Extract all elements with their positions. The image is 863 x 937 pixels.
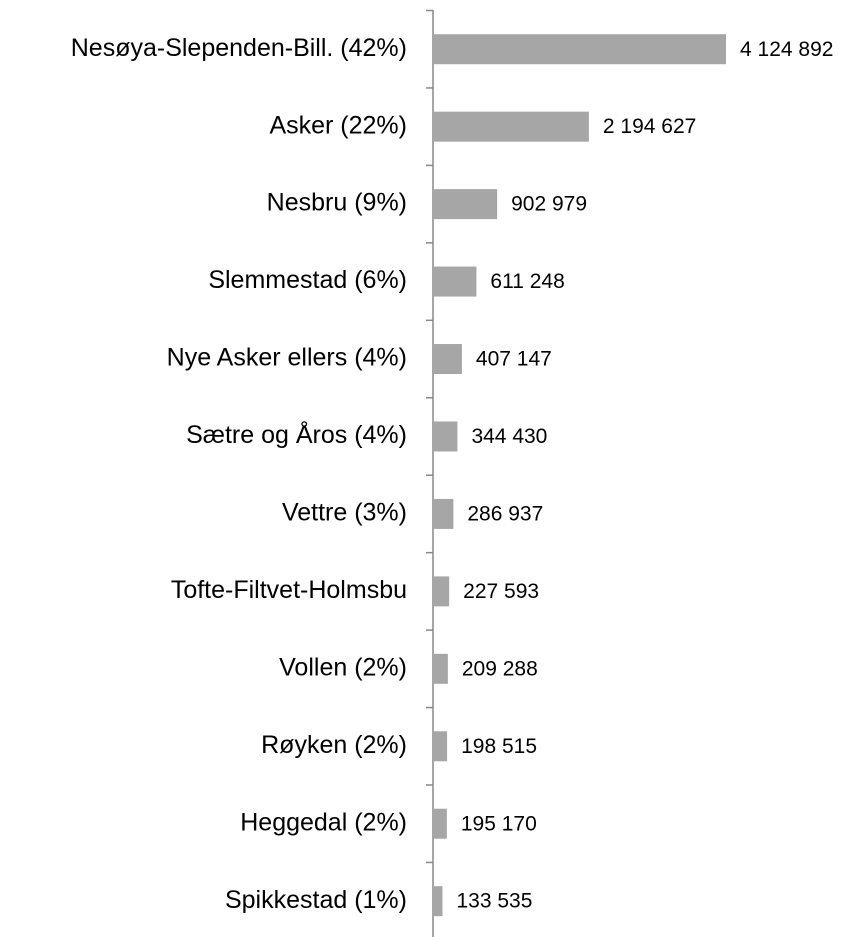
category-label: Vollen (2%): [279, 653, 407, 681]
bar: [433, 266, 477, 297]
value-label: 407 147: [476, 348, 552, 371]
category-label: Tofte-Filtvet-Holmsbu: [171, 576, 407, 604]
category-label: Spikkestad (1%): [225, 886, 407, 914]
value-label: 286 937: [467, 502, 543, 525]
bar: [433, 498, 454, 529]
bar: [433, 34, 726, 65]
value-label: 611 248: [490, 270, 564, 293]
bar: [433, 653, 448, 684]
value-label: 227 593: [463, 580, 539, 603]
bar: [433, 808, 447, 839]
category-label: Nye Asker ellers (4%): [167, 344, 407, 372]
value-label: 2 194 627: [603, 115, 696, 138]
value-label: 195 170: [461, 812, 537, 835]
category-label: Nesbru (9%): [267, 189, 407, 217]
value-label: 133 535: [456, 890, 532, 913]
bar: [433, 576, 450, 607]
value-label: 209 288: [462, 657, 538, 680]
category-label: Vettre (3%): [282, 499, 407, 527]
value-label: 198 515: [461, 735, 537, 758]
category-label: Nesøya-Slependen-Bill. (42%): [71, 34, 407, 62]
bar: [433, 189, 498, 220]
value-label: 4 124 892: [740, 38, 833, 61]
bar: [433, 111, 589, 142]
bar: [433, 344, 462, 375]
bar: [433, 731, 448, 762]
value-label: 344 430: [471, 425, 547, 448]
category-label: Slemmestad (6%): [208, 266, 407, 294]
category-label: Sætre og Åros (4%): [186, 419, 407, 449]
value-label: 902 979: [511, 193, 587, 216]
category-label: Røyken (2%): [261, 731, 407, 759]
bar: [433, 886, 443, 917]
bar: [433, 421, 458, 452]
category-label: Heggedal (2%): [240, 808, 407, 836]
category-label: Asker (22%): [269, 111, 407, 139]
